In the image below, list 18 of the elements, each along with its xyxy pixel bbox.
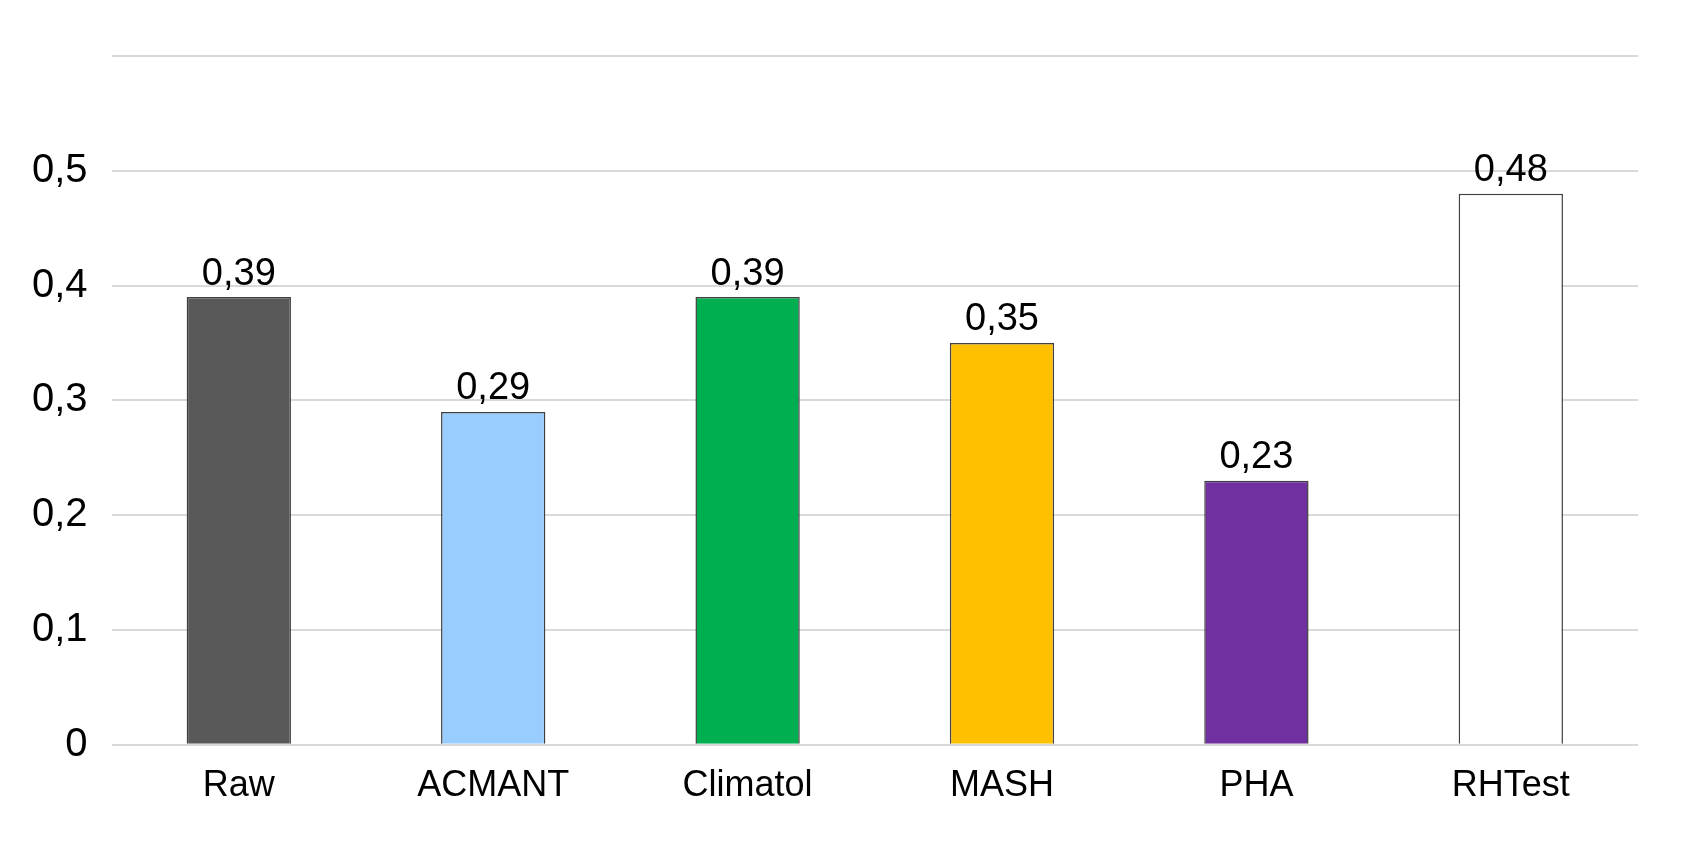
data-label: 0,39 (201, 250, 276, 293)
data-label: 0,29 (456, 365, 531, 408)
y-tick-label: 0 (65, 719, 88, 764)
y-tick-label: 0,5 (32, 145, 88, 190)
x-tick-label: PHA (1219, 763, 1294, 805)
y-tick-label: 0,3 (32, 375, 88, 420)
y-tick-label: 0,2 (32, 490, 88, 535)
data-label: 0,39 (710, 250, 785, 293)
x-tick-label: Climatol (682, 763, 813, 805)
x-tick-label: ACMANT (417, 763, 570, 805)
y-tick-label: 0,1 (32, 605, 88, 650)
y-tick-label: 0,4 (32, 260, 88, 305)
x-tick-label: Raw (202, 763, 276, 805)
data-label: 0,35 (965, 296, 1039, 339)
data-label: 0,23 (1219, 434, 1294, 477)
data-label: 0,48 (1473, 147, 1548, 190)
x-tick-label: RHTest (1451, 763, 1570, 805)
x-tick-label: MASH (949, 763, 1055, 805)
